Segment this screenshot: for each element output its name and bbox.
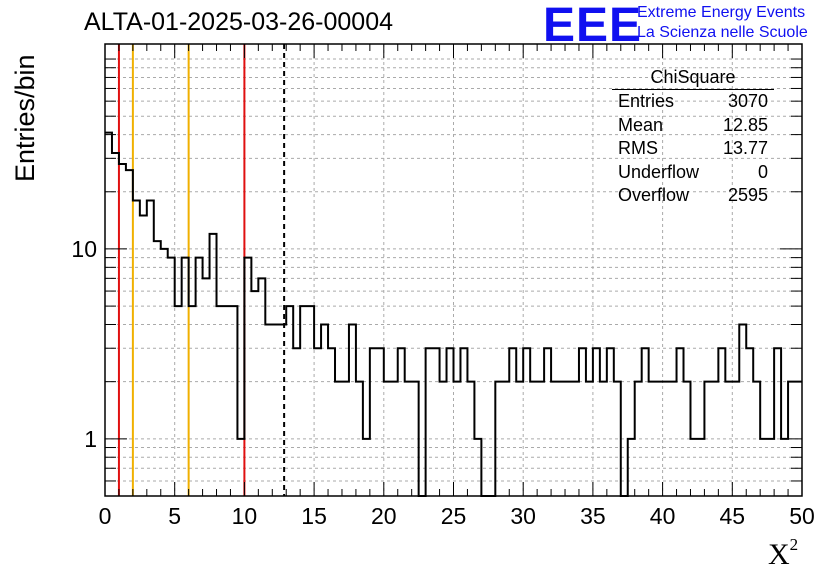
stats-row-name: Overflow	[618, 185, 690, 205]
axis-ticks	[104, 44, 803, 497]
stats-row-value: 3070	[727, 91, 768, 111]
x-tick-label: 35	[580, 503, 606, 529]
y-axis-label-wrap: Entries/bin	[6, 54, 46, 192]
stats-row-name: Entries	[618, 91, 675, 111]
stats-row-value: 2595	[727, 185, 768, 205]
x-tick-label: 30	[510, 503, 536, 529]
x-tick-label: 10	[232, 503, 258, 529]
x-axis-label-text: X	[768, 538, 790, 571]
histogram-series	[105, 131, 802, 497]
x-tick-label: 40	[650, 503, 676, 529]
x-tick-label: 15	[301, 503, 327, 529]
x-tick-label: 25	[441, 503, 467, 529]
reference-lines	[117, 44, 286, 496]
x-axis-label: X2	[768, 535, 798, 572]
x-axis-label-superscript: 2	[789, 535, 799, 554]
eee-logo: EEE	[543, 0, 643, 52]
stats-row-value: 12.85	[722, 114, 768, 135]
y-tick-label: 1	[84, 426, 97, 452]
stats-row-name: RMS	[618, 138, 658, 158]
stats-row-name: Underflow	[618, 161, 700, 182]
eee-logo-line2: La Scienza nelle Scuole	[637, 24, 808, 41]
stats-row-value: 13.77	[722, 138, 768, 158]
stats-row: Underflow 0	[612, 161, 774, 185]
x-tick-label: 50	[789, 503, 815, 529]
stats-box: ChiSquare Entries 3070 Mean 12.85 RMS 13.77…	[612, 66, 774, 208]
stats-row: Entries 3070	[612, 90, 774, 114]
stats-row: Mean 12.85	[612, 114, 774, 138]
y-axis-label: Entries/bin	[10, 54, 40, 182]
stats-row: Overflow 2595	[612, 184, 774, 208]
stats-row-name: Mean	[618, 114, 664, 135]
x-tick-label: 5	[168, 503, 181, 529]
stats-row-value: 0	[757, 161, 768, 182]
stats-row: RMS 13.77	[612, 137, 774, 161]
x-tick-label: 20	[371, 503, 397, 529]
axis-tick-labels: 0 5 10 15 20 25 30 35 40 45 50 1 10	[71, 236, 814, 529]
run-title: ALTA-01-2025-03-26-00004	[84, 8, 393, 36]
y-tick-label: 10	[71, 236, 97, 262]
x-tick-label: 0	[99, 503, 112, 529]
x-tick-label: 45	[720, 503, 746, 529]
stats-title: ChiSquare	[612, 66, 774, 90]
eee-logo-line1: Extreme Energy Events	[637, 4, 806, 21]
